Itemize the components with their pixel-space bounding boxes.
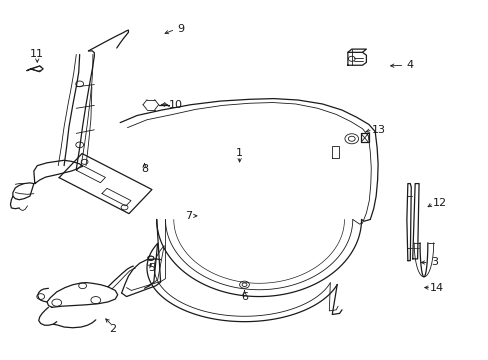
Text: 1: 1: [236, 148, 243, 158]
Text: 13: 13: [371, 125, 385, 135]
Text: 9: 9: [177, 24, 184, 35]
Text: 10: 10: [169, 100, 183, 110]
Text: 5: 5: [148, 263, 155, 273]
Text: 3: 3: [430, 257, 437, 267]
Text: 4: 4: [406, 60, 413, 70]
Text: 12: 12: [431, 198, 446, 208]
Text: 8: 8: [141, 164, 148, 174]
Text: 6: 6: [241, 292, 247, 302]
Text: 11: 11: [30, 49, 44, 59]
Text: 14: 14: [429, 283, 443, 293]
Text: 7: 7: [184, 211, 192, 221]
Text: 2: 2: [109, 324, 116, 334]
